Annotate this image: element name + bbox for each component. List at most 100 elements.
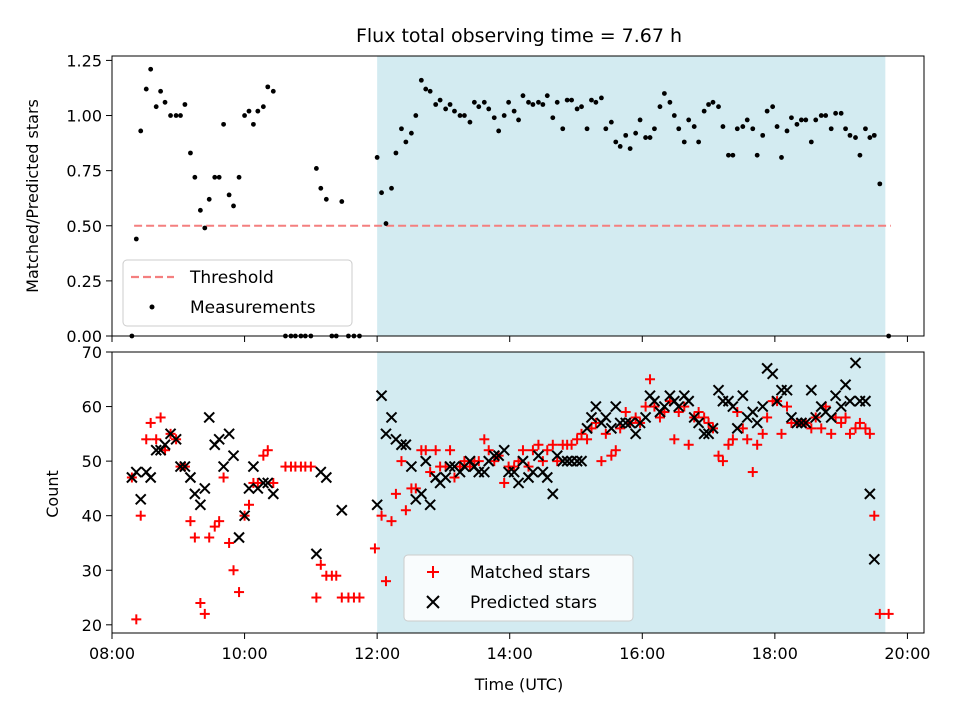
predicted-point: [420, 455, 432, 467]
matched-point: [757, 428, 768, 439]
measurement-point: [823, 113, 829, 118]
matched-point: [425, 467, 436, 478]
measurement-point: [476, 104, 482, 110]
top-y-ticks: 0.00 0.25 0.50 0.75 1.00 1.25: [66, 51, 112, 346]
predicted-point: [800, 417, 812, 429]
matched-point: [854, 417, 865, 428]
matched-point: [459, 456, 470, 467]
measurement-point: [871, 132, 877, 138]
measurement-point: [838, 110, 844, 116]
matched-point: [883, 608, 894, 619]
bottom-legend-box: [403, 554, 634, 622]
predicted-point: [825, 411, 837, 424]
measurement-point: [536, 99, 541, 105]
matched-point: [445, 445, 456, 456]
measurement-point: [716, 104, 721, 110]
predicted-point: [174, 460, 187, 473]
measurement-point: [168, 113, 173, 118]
measurement-point: [710, 99, 716, 105]
measurement-point: [671, 113, 677, 118]
predicted-point: [336, 504, 348, 516]
measurement-point: [744, 117, 750, 123]
matched-point: [155, 412, 166, 423]
matched-point: [228, 565, 239, 576]
matched-point: [576, 428, 587, 439]
matched-point: [606, 450, 617, 461]
predicted-point: [512, 477, 525, 489]
measurement-point: [153, 104, 159, 110]
matched-point: [141, 434, 152, 445]
predicted-point: [639, 411, 652, 424]
matched-point: [386, 516, 397, 527]
predicted-point: [320, 471, 333, 484]
predicted-point: [751, 417, 763, 429]
measurement-point: [491, 115, 497, 121]
matched-point: [840, 412, 851, 423]
measurement-point: [784, 128, 790, 134]
matched-point: [782, 401, 793, 412]
predicted-point: [439, 471, 452, 484]
matched-point: [683, 439, 694, 450]
measurement-point: [202, 225, 208, 231]
predicted-point: [805, 384, 818, 396]
predicted-point: [868, 553, 880, 566]
matched-point: [420, 445, 431, 456]
measurement-point: [418, 77, 424, 83]
measurement-point: [399, 126, 404, 132]
matched-point: [582, 434, 593, 445]
legend-predicted-swatch: [426, 595, 440, 609]
measurement-point: [706, 102, 711, 107]
predicted-point: [130, 466, 143, 478]
measurement-point: [138, 128, 144, 134]
top-legend[interactable]: Threshold Measurements: [122, 259, 353, 327]
y-tick-label: 1.00: [66, 107, 102, 126]
top-x-ticks: [111, 336, 908, 342]
measurement-point: [770, 104, 776, 110]
bottom-legend[interactable]: Matched stars Predicted stars: [403, 554, 634, 622]
measurement-point: [188, 150, 193, 156]
predicted-point: [795, 417, 808, 429]
predicted-point: [203, 411, 215, 424]
measurement-point: [318, 185, 324, 191]
measurement-point: [569, 97, 574, 103]
measurement-point: [803, 117, 809, 123]
matched-point: [214, 516, 225, 527]
measurement-point: [574, 106, 580, 112]
x-tick-label: 10:00: [222, 644, 268, 663]
matched-point: [449, 472, 460, 483]
matched-point: [699, 412, 710, 423]
predicted-point: [541, 471, 553, 484]
measurement-point: [544, 93, 550, 99]
matched-point: [864, 428, 875, 439]
matched-point: [723, 439, 734, 450]
predicted-point: [620, 417, 632, 429]
matched-point: [620, 407, 631, 418]
measurement-point: [676, 126, 682, 132]
predicted-point: [859, 395, 872, 407]
measurement-point: [216, 174, 222, 180]
measurement-point: [339, 199, 345, 204]
legend-matched-swatch: [427, 566, 439, 578]
measurement-point: [760, 132, 766, 138]
measurement-point: [323, 196, 329, 202]
measurement-point: [389, 185, 394, 191]
measurement-point: [393, 150, 399, 156]
y-tick-label: 0.25: [66, 272, 102, 291]
matched-point: [776, 428, 787, 439]
matched-point: [552, 456, 563, 467]
matched-point: [396, 456, 407, 467]
measurement-point: [828, 126, 834, 132]
measurement-point: [433, 102, 439, 107]
matched-point: [742, 434, 753, 445]
measurement-point: [501, 113, 507, 118]
predicted-point: [444, 460, 456, 473]
legend-predicted-label: Predicted stars: [470, 593, 597, 613]
measurement-point: [667, 99, 673, 105]
matched-point: [195, 597, 206, 608]
measurement-point: [608, 119, 614, 125]
matched-point: [390, 488, 401, 499]
predicted-point: [194, 499, 207, 511]
measurement-point: [686, 117, 692, 123]
matched-point: [752, 439, 763, 450]
measurement-point: [173, 113, 179, 118]
